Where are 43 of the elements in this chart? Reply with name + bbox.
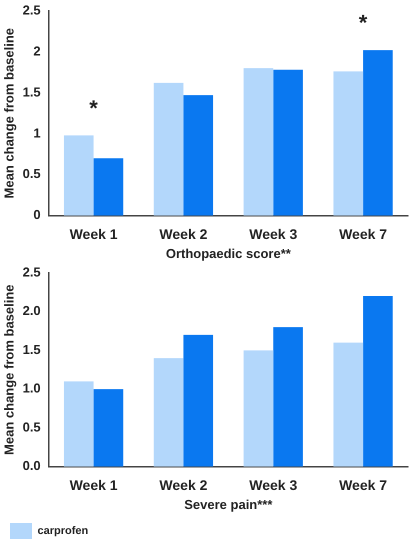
bar [94, 389, 124, 467]
x-axis-title: Orthopaedic score** [166, 246, 292, 261]
x-tick-label: Week 2 [159, 226, 208, 242]
bar [363, 296, 393, 467]
bar [64, 135, 94, 216]
y-axis-title: Mean change from baseline [1, 284, 16, 455]
y-tick-label: 2 [33, 43, 41, 58]
bar [273, 70, 303, 216]
x-tick-label: Week 2 [159, 476, 208, 493]
bar [183, 95, 214, 216]
y-tick-label: 2.0 [22, 303, 41, 318]
x-tick-label: Week 3 [249, 476, 298, 493]
y-tick-label: 0.5 [22, 419, 41, 434]
y-tick-label: 0 [33, 207, 41, 222]
bar [64, 381, 94, 467]
x-tick-label: Week 1 [70, 226, 118, 242]
y-tick-label: 2.5 [22, 264, 41, 280]
y-tick-label: 0.5 [22, 166, 41, 182]
x-tick-label: Week 7 [339, 476, 388, 493]
x-tick-label: Week 1 [70, 476, 118, 493]
y-tick-label: 2.5 [22, 2, 41, 18]
y-tick-label: 1.5 [22, 342, 41, 357]
y-tick-label: 0.0 [22, 458, 41, 474]
bar [94, 158, 124, 216]
bar [154, 82, 184, 216]
x-tick-label: Week 7 [339, 226, 388, 242]
y-tick-label: 1.5 [22, 84, 41, 100]
x-axis-title: Severe pain*** [184, 496, 274, 512]
bar [333, 71, 364, 216]
y-axis-title: Mean change from baseline [1, 28, 16, 198]
annotation: * [89, 95, 98, 120]
bar [363, 50, 393, 216]
bar [273, 327, 303, 467]
bar [244, 68, 274, 216]
bar [244, 350, 274, 467]
y-tick-label: 1.0 [22, 380, 41, 396]
x-tick-label: Week 3 [249, 226, 298, 242]
legend-label: carprofen [38, 525, 89, 538]
y-tick-label: 1 [33, 125, 41, 140]
bar [183, 334, 214, 467]
bar [333, 342, 364, 467]
annotation: * [358, 10, 368, 36]
bar [154, 358, 184, 467]
